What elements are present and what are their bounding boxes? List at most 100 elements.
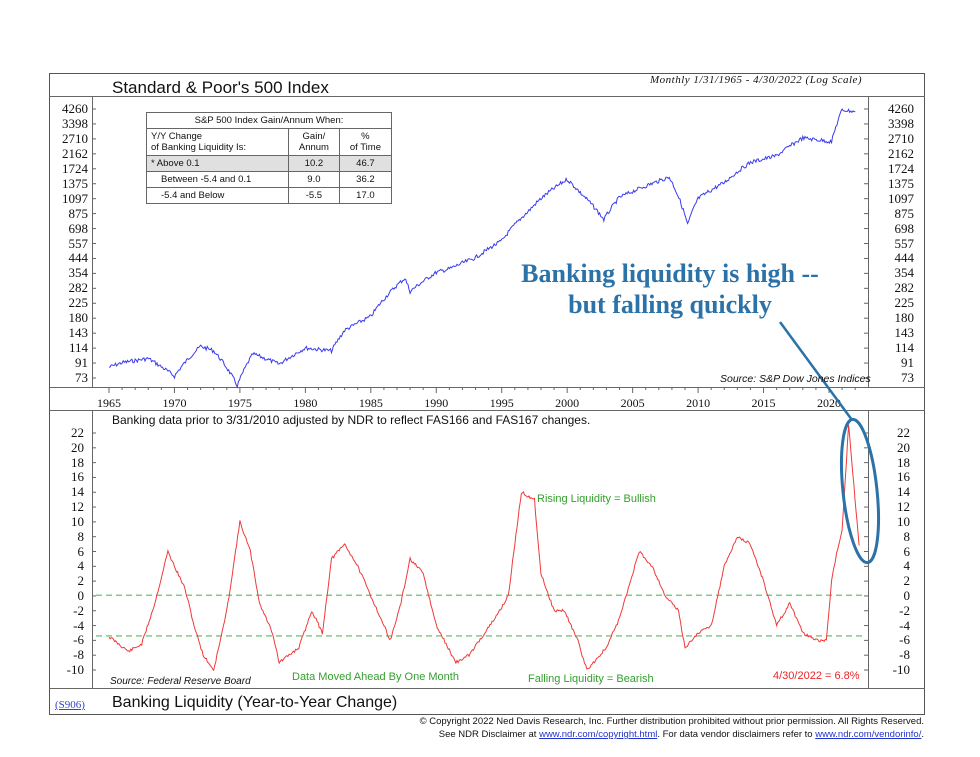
y-tick-label: 0 (77, 587, 85, 603)
y-tick-label: 2710 (62, 130, 88, 146)
copyright-link[interactable]: www.ndr.com/copyright.html (539, 729, 658, 740)
disclaimer-prefix: See NDR Disclaimer at (438, 729, 540, 740)
y-tick-label: 3398 (888, 115, 914, 131)
y-tick-label: 698 (68, 220, 89, 236)
y-tick-label: 14 (71, 484, 84, 500)
title-divider (49, 96, 925, 97)
latest-value-label: 4/30/2022 = 6.8% (773, 670, 860, 682)
y-tick-label: 12 (71, 499, 84, 515)
row-pct: 36.2 (338, 171, 393, 188)
header-line: % (361, 131, 370, 142)
callout-line-2: but falling quickly (568, 290, 772, 319)
y-tick-label: 1097 (888, 190, 914, 206)
header-line: of Banking Liquidity Is: (151, 142, 247, 153)
x-tick-label: 1970 (162, 396, 187, 410)
y-tick-label: 1724 (62, 160, 88, 176)
y-tick-label: -2 (73, 602, 84, 618)
bottom-panel-bottom-border (49, 688, 925, 689)
y-tick-label: 2162 (62, 145, 88, 161)
y-tick-label: 3398 (62, 115, 88, 131)
x-tick-label: 1985 (358, 396, 383, 410)
y-tick-label: 91 (75, 355, 88, 371)
y-tick-label: 4 (903, 558, 911, 574)
y-tick-label: 143 (68, 325, 89, 341)
top-right-axis (868, 96, 869, 387)
y-tick-label: 114 (894, 340, 914, 356)
disclaimer-suffix: . (921, 729, 924, 740)
y-tick-label: 18 (71, 454, 84, 470)
y-tick-label: 18 (897, 454, 910, 470)
highlight-ellipse (839, 417, 881, 565)
y-tick-label: 4260 (888, 101, 914, 116)
bottom-left-axis (92, 410, 93, 688)
y-tick-label: 1375 (888, 175, 914, 191)
stats-table-title: S&P 500 Index Gain/Annum When: (146, 112, 392, 129)
rising-liquidity-label: Rising Liquidity = Bullish (537, 493, 656, 505)
y-tick-label: 225 (894, 295, 915, 311)
y-tick-label: 143 (894, 325, 915, 341)
stats-table: S&P 500 Index Gain/Annum When: Y/Y Chang… (145, 112, 393, 204)
table-row: -5.4 and Below -5.5 17.0 (145, 187, 393, 204)
y-tick-label: 73 (75, 370, 88, 385)
y-tick-label: -10 (66, 662, 84, 677)
y-tick-label: -4 (899, 617, 910, 633)
y-tick-label: 2 (77, 573, 85, 589)
row-gain: -5.5 (288, 187, 340, 204)
stats-header-condition: Y/Y Change of Banking Liquidity Is: (145, 128, 290, 156)
y-tick-label: 557 (894, 235, 915, 251)
y-tick-label: 0 (903, 587, 911, 603)
y-tick-label: 16 (897, 469, 910, 485)
y-tick-label: 114 (68, 340, 88, 356)
stats-header-pct: % of Time (338, 128, 393, 156)
x-tick-label: 2015 (751, 396, 776, 410)
y-tick-label: -4 (73, 617, 84, 633)
y-tick-label: 875 (68, 205, 89, 221)
y-tick-label: 6 (903, 543, 911, 559)
x-tick-label: 2000 (555, 396, 580, 410)
y-tick-label: 2 (903, 573, 911, 589)
y-tick-label: 282 (68, 280, 89, 296)
bottom-title: Banking Liquidity (Year-to-Year Change) (112, 694, 398, 711)
y-tick-label: 180 (894, 310, 915, 326)
x-tick-label: 2010 (686, 396, 711, 410)
top-source: Source: S&P Dow Jones Indices (720, 373, 871, 385)
y-tick-label: 282 (894, 280, 915, 296)
y-tick-label: 1375 (62, 175, 88, 191)
data-moved-label: Data Moved Ahead By One Month (292, 671, 459, 683)
x-tick-label: 2020 (817, 396, 841, 410)
y-tick-label: 180 (68, 310, 89, 326)
y-tick-label: -6 (73, 632, 84, 648)
falling-liquidity-label: Falling Liquidity = Bearish (528, 673, 654, 685)
y-tick-label: 2162 (888, 145, 914, 161)
y-tick-label: 557 (68, 235, 89, 251)
y-tick-label: 698 (894, 220, 915, 236)
y-tick-label: 2710 (888, 130, 914, 146)
y-tick-label: 16 (71, 469, 84, 485)
vendorinfo-link[interactable]: www.ndr.com/vendorinfo/ (815, 729, 922, 740)
y-tick-label: 14 (897, 484, 910, 500)
y-tick-label: 1724 (888, 160, 914, 176)
y-tick-label: 444 (894, 250, 915, 266)
y-tick-label: 444 (68, 250, 89, 266)
top-left-axis (92, 96, 93, 387)
row-label: * Above 0.1 (145, 155, 290, 172)
y-tick-label: 4260 (62, 101, 88, 116)
bottom-panel-top-border (49, 410, 925, 411)
row-pct: 17.0 (338, 187, 393, 204)
chart-code-link[interactable]: (S906) (55, 699, 85, 711)
y-tick-label: 354 (68, 265, 89, 281)
y-tick-label: -8 (899, 647, 910, 663)
header-line: of Time (349, 142, 381, 153)
y-tick-label: 354 (894, 265, 915, 281)
y-tick-label: 22 (71, 425, 84, 440)
callout-annotation: Banking liquidity is high -- but falling… (500, 258, 840, 320)
table-row: * Above 0.1 10.2 46.7 (145, 155, 393, 172)
chart-title: Standard & Poor's 500 Index (112, 78, 329, 97)
y-tick-label: 4 (77, 558, 85, 574)
disclaimer-mid: . For data vendor disclaimers refer to (657, 729, 816, 740)
y-tick-label: 22 (897, 425, 910, 440)
row-pct: 46.7 (338, 155, 393, 172)
y-tick-label: 875 (894, 205, 915, 221)
callout-line-1: Banking liquidity is high -- (521, 259, 819, 288)
y-tick-label: -10 (892, 662, 910, 677)
